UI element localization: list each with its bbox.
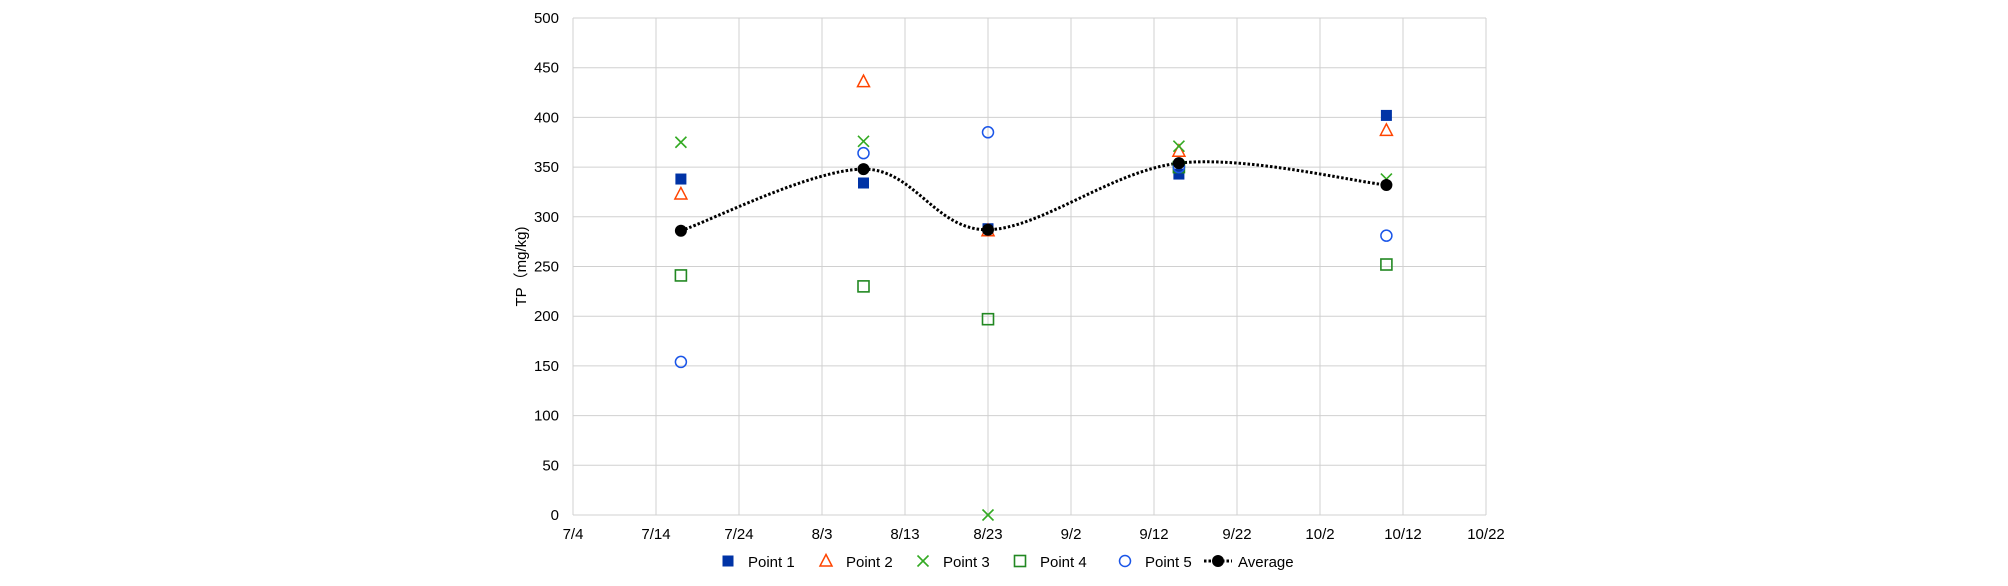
x-tick-label: 9/12 (1139, 526, 1168, 543)
point-point-1-4 (1380, 109, 1392, 121)
average-trend-line (680, 160, 1387, 233)
y-tick-label: 250 (534, 259, 559, 276)
point-point-1-3 (1173, 168, 1185, 180)
legend: Point 1 Point 2 Point 3 Point 4 Point 5 Avera… (722, 552, 1294, 571)
legend-marker-average (1212, 555, 1224, 567)
y-tick-label: 350 (534, 159, 559, 176)
x-tick-label: 9/22 (1222, 526, 1251, 543)
legend-label: Point 3 (943, 554, 990, 571)
y-tick-label: 300 (534, 209, 559, 226)
legend-item: Point 5 (1118, 554, 1192, 571)
y-tick-labels: 0 50 100 150 200 250 300 350 400 450 500 (534, 10, 559, 524)
legend-marker-point-4 (1013, 554, 1027, 568)
y-tick-label: 400 (534, 109, 559, 126)
legend-label: Point 4 (1040, 554, 1087, 571)
point-point-3-0 (674, 136, 687, 149)
point-point-5-2 (981, 126, 995, 139)
legend-item: Point 3 (916, 554, 990, 571)
point-average-3 (1172, 157, 1185, 170)
point-average-2 (982, 223, 994, 236)
point-point-2-4 (1379, 122, 1394, 137)
point-point-4-2 (981, 312, 995, 326)
x-tick-label: 7/24 (724, 526, 753, 543)
point-point-4-1 (857, 280, 870, 293)
y-tick-label: 0 (551, 507, 559, 524)
legend-item: Average (1204, 554, 1294, 571)
y-tick-label: 150 (534, 358, 559, 375)
point-point-2-3 (1171, 143, 1187, 157)
y-axis-title: TP（mg/kg) (513, 226, 530, 306)
point-average-0 (674, 224, 687, 237)
legend-item: Point 1 (722, 554, 795, 571)
y-tick-label: 450 (534, 60, 559, 77)
point-point-2-0 (673, 185, 689, 200)
legend-item: Point 2 (818, 552, 893, 571)
point-point-3-3 (1172, 140, 1185, 153)
y-tick-label: 200 (534, 308, 559, 325)
x-tick-label: 8/13 (890, 526, 919, 543)
legend-marker-point-2 (818, 552, 834, 567)
legend-marker-point-1 (722, 555, 734, 567)
x-tick-label: 10/2 (1305, 526, 1334, 543)
point-point-4-4 (1380, 258, 1393, 271)
point-average-1 (857, 163, 870, 176)
point-point-3-1 (857, 135, 870, 148)
average-line (680, 160, 1387, 233)
data-points (673, 73, 1394, 522)
point-point-2-1 (856, 73, 871, 88)
legend-label: Point 1 (748, 554, 795, 571)
point-point-1-1 (858, 177, 869, 189)
point-point-1-0 (675, 173, 687, 185)
legend-marker-point-3 (916, 554, 930, 568)
x-tick-label: 10/12 (1384, 526, 1422, 543)
legend-item: Point 4 (1013, 554, 1087, 571)
x-tick-label: 7/14 (641, 526, 670, 543)
legend-label: Point 2 (846, 554, 893, 571)
y-tick-label: 100 (534, 408, 559, 425)
grid-lines (572, 17, 1487, 516)
legend-label: Average (1238, 554, 1294, 571)
point-point-5-0 (674, 355, 688, 369)
point-point-5-1 (857, 146, 870, 160)
x-tick-label: 8/3 (812, 526, 833, 543)
x-tick-label: 8/23 (973, 526, 1002, 543)
x-tick-label: 10/22 (1467, 526, 1505, 543)
point-point-5-4 (1380, 229, 1393, 242)
x-tick-label: 9/2 (1061, 526, 1082, 543)
x-tick-labels: 7/4 7/14 7/24 8/3 8/13 8/23 9/2 9/12 9/22 10/2 10/… (563, 526, 1505, 543)
point-point-4-0 (674, 269, 688, 282)
point-point-3-2 (981, 508, 995, 522)
point-average-4 (1380, 178, 1393, 191)
legend-marker-point-5 (1118, 554, 1132, 568)
legend-label: Point 5 (1145, 554, 1192, 571)
y-tick-label: 500 (534, 10, 559, 27)
x-tick-label: 7/4 (563, 526, 584, 543)
y-tick-label: 50 (542, 457, 559, 474)
